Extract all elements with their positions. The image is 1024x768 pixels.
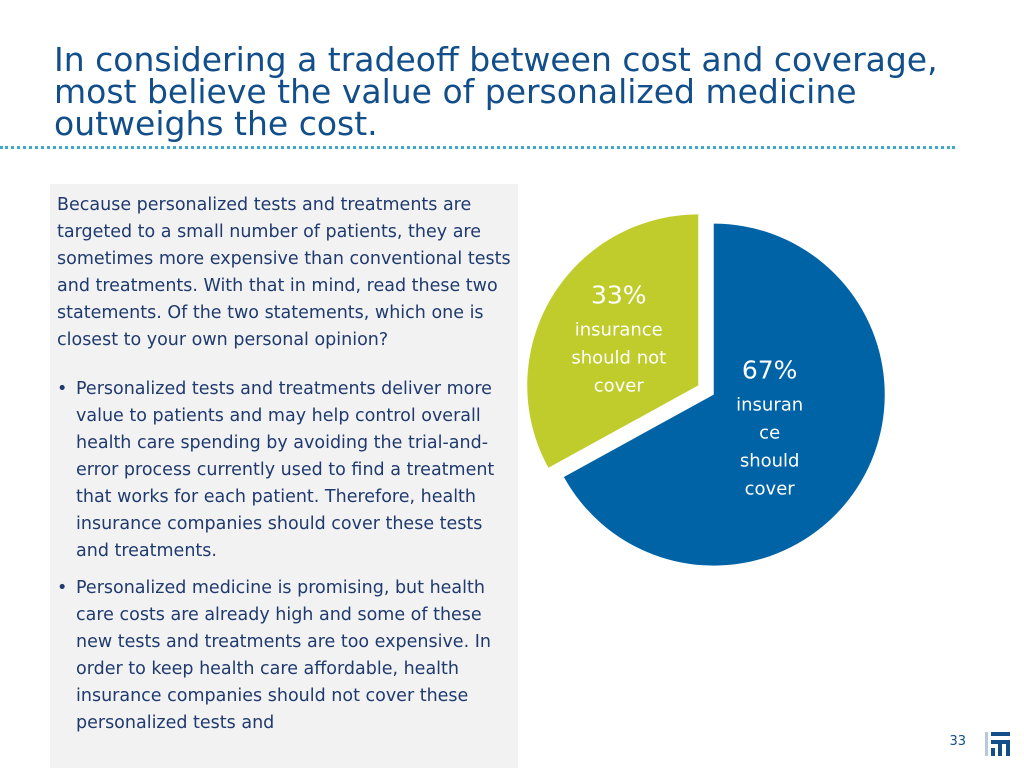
statement-text: Personalized tests and treatments delive… — [76, 379, 495, 561]
slice-category-label: insuran — [736, 395, 803, 416]
statement-item: • Personalized tests and treatments deli… — [57, 376, 512, 565]
pie-slice-1 — [527, 214, 699, 468]
pie-slice-0 — [563, 223, 885, 566]
title-divider — [0, 146, 955, 149]
statement-text: Personalized medicine is promising, but … — [76, 578, 491, 733]
bullet-glyph: • — [57, 379, 68, 399]
slice-category-label: should — [740, 451, 800, 472]
slice-percent-label: 33% — [591, 280, 647, 309]
slice-percent-label: 67% — [742, 356, 798, 385]
slice-category-label: ce — [759, 423, 780, 444]
slice-category-label: cover — [594, 375, 645, 396]
slice-category-label: insurance — [575, 319, 663, 340]
statement-item: • Personalized medicine is promising, bu… — [57, 575, 512, 737]
bar-logo-icon — [985, 732, 1010, 756]
pie-chart: 67%insuranceshouldcover33%insuranceshoul… — [527, 214, 885, 566]
question-panel: Because personalized tests and treatment… — [50, 184, 518, 768]
slice-category-label: should not — [571, 347, 666, 368]
page-number: 33 — [949, 734, 966, 749]
statement-list: • Personalized tests and treatments deli… — [57, 376, 512, 737]
question-text: Because personalized tests and treatment… — [57, 195, 511, 350]
slice-category-label: cover — [745, 479, 796, 500]
page-title: In considering a tradeoff between cost a… — [54, 40, 938, 143]
bullet-glyph: • — [57, 578, 68, 598]
